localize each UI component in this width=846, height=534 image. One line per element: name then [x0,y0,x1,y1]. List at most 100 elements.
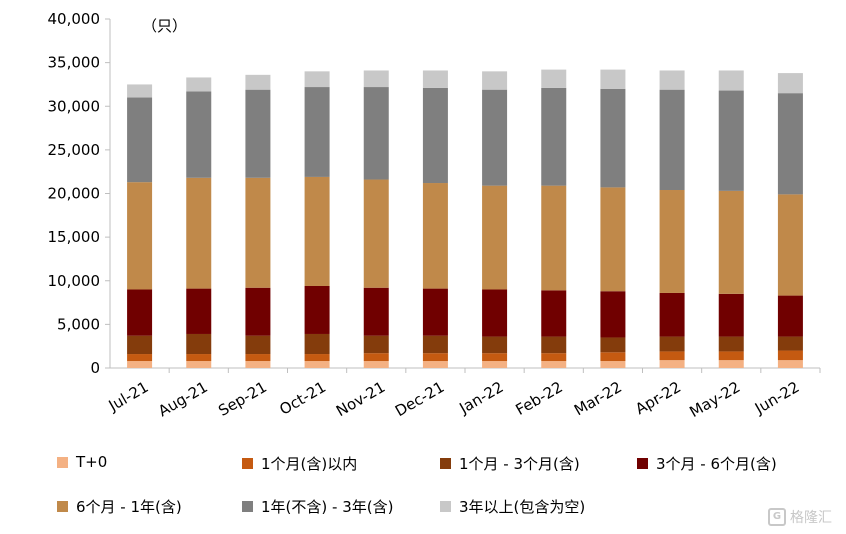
watermark: G 格隆汇 [768,507,832,527]
x-tick-label: Dec-21 [392,378,447,420]
bar-segment [186,77,212,92]
bar-segment [304,71,330,88]
bar-segment [482,361,508,368]
bar-segment [541,185,567,291]
bar-segment [245,74,271,90]
y-tick-label: 25,000 [48,141,101,159]
bar-segment [363,70,389,88]
bar-segment [659,70,685,90]
bar-segment [600,337,626,353]
bar-segment [127,97,153,183]
bar-segment [482,71,508,90]
bar-segment [482,289,508,337]
y-tick-label: 10,000 [48,272,101,290]
bar-segment [422,288,448,336]
x-tick-label: Aug-21 [155,378,211,420]
bar-segment [718,190,744,294]
y-tick-label: 15,000 [48,228,101,246]
bar-segment [422,183,448,289]
bar-segment [659,336,685,352]
bar-segment [304,333,330,355]
bar-segment [363,361,389,368]
bar-segment [245,361,271,368]
bar-segment [186,288,212,334]
bar-segment [186,177,212,289]
bar-segment [541,361,567,368]
bar-segment [422,70,448,88]
bar-segment [304,354,330,362]
x-tick-label: Feb-22 [513,378,566,419]
x-tick-label: May-22 [686,378,743,421]
y-tick-label: 20,000 [48,185,101,203]
bar-segment [422,361,448,368]
bar-segment [245,177,271,288]
bar-segment [422,87,448,184]
bar-segment [777,350,803,361]
bar-segment [304,176,330,286]
bar-segment [541,87,567,186]
bar-segment [127,335,153,355]
bar-segment [245,354,271,362]
bar-segment [777,336,803,351]
bar-segment [600,69,626,89]
bar-segment [422,335,448,354]
bar-segment [127,354,153,362]
x-tick-label: Mar-22 [571,378,625,420]
bar-segment [186,361,212,368]
bar-segment [363,179,389,288]
watermark-logo-icon: G [768,508,786,526]
bar-segment [718,351,744,361]
bar-segment [777,93,803,195]
x-tick-label: Jun-22 [751,378,802,418]
bar-segment [363,335,389,354]
bar-segment [482,336,508,354]
bar-segment [777,360,803,368]
bar-segment [718,360,744,368]
bar-segment [777,73,803,94]
bar-segment [600,291,626,338]
bar-segment [659,351,685,361]
bar-segment [718,336,744,352]
bar-segment [600,88,626,188]
bar-segment [659,292,685,337]
bar-segment [422,353,448,362]
bar-segment [304,87,330,177]
x-tick-label: Jul-21 [105,378,152,415]
bar-segment [482,185,508,290]
bar-segment [127,182,153,290]
bar-segment [482,89,508,186]
bar-segment [245,89,271,178]
bar-segment [363,353,389,362]
y-tick-label: 0 [90,359,100,377]
y-unit-label: （只） [142,17,187,35]
bar-segment [777,194,803,296]
bar-segment [600,361,626,368]
bar-segment [541,336,567,354]
y-tick-label: 40,000 [48,10,101,28]
bar-segment [363,87,389,180]
bar-segment [304,285,330,334]
bar-segment [245,335,271,355]
bar-segment [718,70,744,91]
bar-segment [659,89,685,191]
bar-segment [127,361,153,368]
bar-segment [304,361,330,368]
y-tick-label: 5,000 [57,315,100,333]
bar-segment [659,360,685,368]
x-tick-label: Jan-22 [455,378,506,418]
bar-segment [600,187,626,292]
bar-segment [186,333,212,355]
bar-segment [541,353,567,362]
bar-segment [659,190,685,293]
watermark-text: 格隆汇 [790,510,832,526]
bar-segment [777,295,803,337]
y-tick-label: 30,000 [48,97,101,115]
bar-segment [186,91,212,178]
bar-segment [127,289,153,336]
bar-segment [186,354,212,362]
bar-segment [718,293,744,337]
bar-segment [541,69,567,88]
bar-segment [718,90,744,191]
y-tick-label: 35,000 [48,54,101,72]
